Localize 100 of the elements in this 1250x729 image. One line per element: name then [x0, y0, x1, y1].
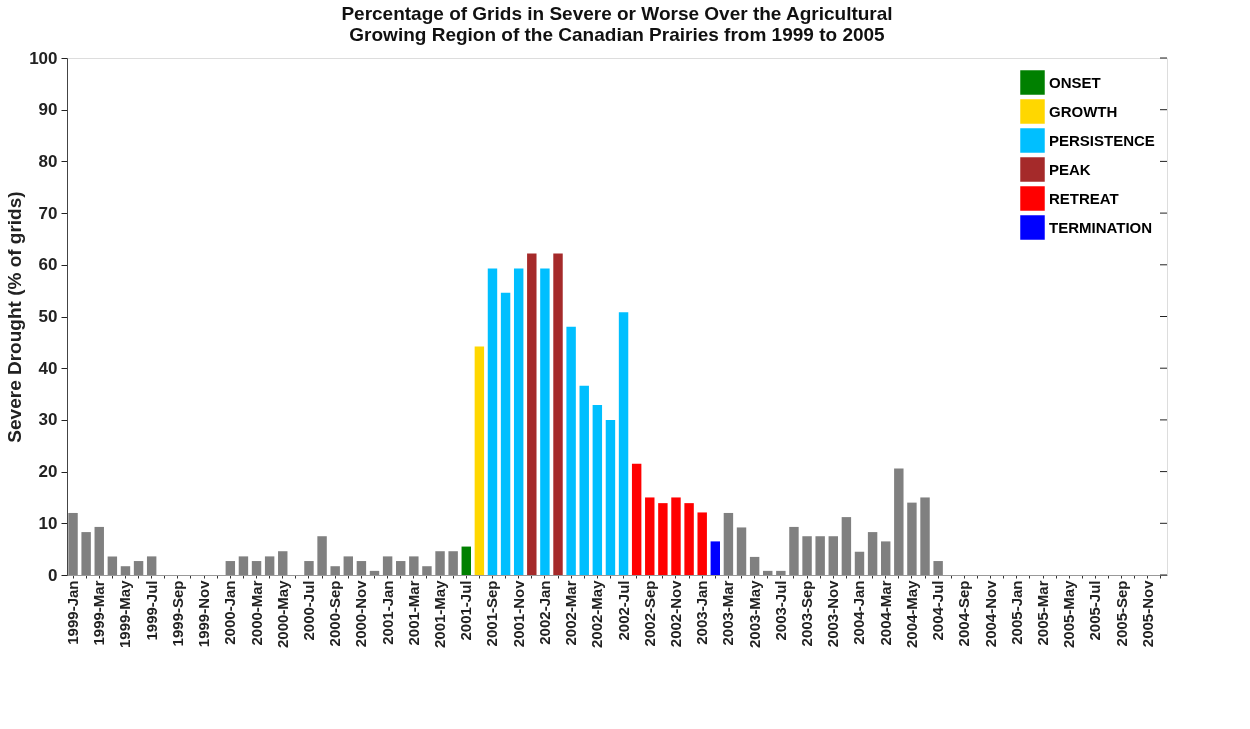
x-tick-label: 2000-Jan: [221, 580, 239, 645]
bar: [343, 556, 354, 575]
bar: [658, 503, 668, 575]
bar: [828, 536, 838, 575]
x-tick-label: 2005-Jul: [1086, 580, 1104, 641]
bar: [133, 561, 144, 575]
bar: [723, 512, 734, 575]
bar: [369, 570, 380, 575]
x-tick-label: 2003-May: [745, 579, 763, 649]
x-tick-label: 2003-Jan: [693, 580, 711, 645]
y-axis-title: Severe Drought (% of grids): [4, 191, 26, 443]
bar: [776, 570, 786, 575]
x-tick-label: 2004-May: [902, 579, 920, 649]
y-tick-label: 40: [38, 358, 58, 378]
x-tick-label: 2001-Sep: [483, 580, 501, 647]
x-tick-label: 2004-Jul: [929, 580, 947, 641]
x-tick-label: 2002-Jul: [614, 580, 632, 641]
bar: [251, 561, 262, 575]
chart-title: Percentage of Grids in Severe or Worse Over the Agricultural Growing Region of the Canadian Prairies from 1999 to 2005: [341, 3, 893, 45]
x-tick-label: 2002-Nov: [666, 579, 684, 648]
bar: [238, 556, 249, 575]
x-tick-label: 2002-Jan: [535, 580, 553, 645]
bar: [815, 536, 825, 575]
bar: [435, 551, 445, 575]
x-tick-label: 2001-May: [431, 579, 449, 649]
bar: [409, 556, 419, 575]
legend-label: ONSET: [1049, 73, 1101, 91]
bar: [710, 541, 721, 575]
bar: [920, 497, 930, 575]
y-tick-label: 50: [38, 307, 58, 326]
y-tick-label: 90: [38, 100, 58, 120]
bar: [68, 512, 78, 575]
bar: [487, 268, 498, 575]
y-tick-label: 10: [38, 513, 58, 533]
bar: [592, 404, 603, 575]
x-tick-label: 2000-Jul: [299, 580, 317, 641]
bar: [645, 497, 655, 575]
bar: [789, 526, 799, 575]
bar: [513, 268, 524, 575]
x-tick-label: 1999-Jul: [142, 580, 160, 641]
x-tick-label: 2002-Sep: [640, 580, 658, 647]
x-tick-label: 2001-Mar: [404, 580, 422, 646]
bar: [880, 541, 891, 575]
bar: [356, 561, 367, 575]
x-tick-label: 2001-Nov: [509, 579, 527, 648]
legend-label: TERMINATION: [1049, 218, 1153, 236]
x-tick-label: 2000-Sep: [326, 580, 344, 647]
bar: [422, 566, 432, 575]
x-tick-label: 2001-Jul: [457, 580, 475, 641]
bar: [382, 556, 393, 575]
x-tick-label: 2000-Nov: [352, 579, 370, 648]
bar: [933, 561, 943, 575]
bar: [264, 556, 275, 575]
x-tick-label: 1999-May: [116, 579, 134, 649]
bar: [618, 312, 629, 575]
bar: [671, 497, 681, 575]
bar: [461, 546, 471, 575]
x-tick-label: 2000-May: [273, 579, 291, 649]
x-tick-label: 1999-Nov: [195, 579, 213, 648]
bar: [107, 556, 118, 575]
bar: [566, 326, 576, 575]
bar: [527, 253, 537, 575]
bar: [278, 551, 288, 575]
bar: [697, 512, 707, 575]
legend-label: RETREAT: [1049, 189, 1119, 207]
y-tick-label: 70: [38, 203, 58, 223]
x-tick-label: 2002-Mar: [562, 580, 580, 646]
bar: [854, 551, 865, 575]
bar: [81, 532, 91, 575]
bar: [894, 468, 904, 575]
x-tick-label: 2003-Nov: [824, 579, 842, 648]
y-tick-label: 30: [38, 410, 58, 430]
bar: [605, 419, 616, 575]
bar: [540, 268, 550, 575]
x-tick-label: 2004-Nov: [981, 579, 999, 648]
x-tick-label: 2000-Mar: [247, 580, 265, 646]
x-tick-label: 2005-Jan: [1007, 580, 1025, 645]
bar: [841, 517, 852, 575]
bar: [500, 292, 511, 575]
x-tick-label: 2003-Mar: [719, 580, 737, 646]
bar: [474, 346, 485, 575]
y-tick-label: 0: [48, 565, 58, 585]
bar: [553, 253, 563, 575]
y-tick-label: 100: [29, 48, 58, 68]
bar: [907, 502, 917, 575]
bar: [120, 566, 131, 575]
x-tick-label: 1999-Jan: [64, 580, 82, 645]
bar: [317, 536, 327, 575]
x-tick-label: 2004-Jan: [850, 580, 868, 645]
bar: [225, 561, 236, 575]
bar: [684, 503, 694, 575]
y-tick-label: 20: [38, 462, 58, 482]
legend-label: PEAK: [1049, 160, 1091, 178]
bar: [802, 536, 812, 575]
bar: [304, 561, 314, 575]
x-tick-label: 2001-Jan: [378, 580, 396, 645]
x-tick-label: 2004-Mar: [876, 580, 894, 646]
bar: [631, 463, 642, 575]
legend-label: GROWTH: [1049, 102, 1118, 120]
x-tick-label: 2003-Jul: [771, 580, 789, 641]
